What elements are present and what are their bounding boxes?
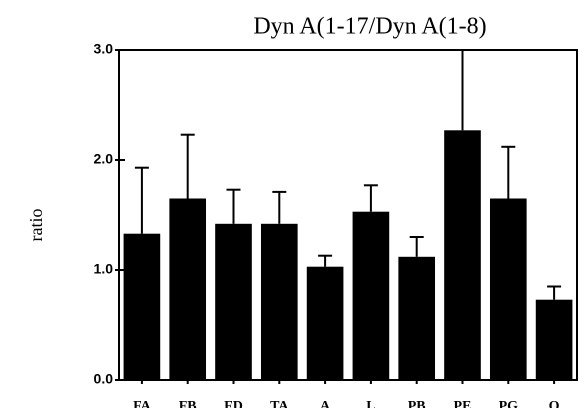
x-tick-label: FD [224, 399, 243, 408]
y-tick-label: 1.0 [94, 261, 114, 277]
y-tick-label: 2.0 [94, 151, 114, 167]
error-bar [226, 188, 241, 224]
bar [123, 233, 161, 380]
error-bar [409, 236, 424, 257]
x-tick-label: FB [179, 399, 197, 408]
error-bar [501, 145, 516, 199]
bar [169, 198, 207, 380]
y-tick-label: 3.0 [94, 41, 114, 57]
error-bar [363, 184, 378, 212]
error-bar [134, 166, 149, 234]
error-bar [272, 190, 287, 224]
x-tick-label: L [366, 399, 375, 408]
x-tick-label: FA [133, 399, 152, 408]
y-axis-label: ratio [26, 209, 46, 242]
bar [352, 211, 390, 380]
x-tick-label: A [320, 399, 331, 408]
bar [398, 256, 436, 380]
x-tick-label: PB [408, 399, 426, 408]
bar [215, 223, 252, 380]
bar [306, 266, 344, 380]
x-tick-label: PG [499, 399, 519, 408]
y-tick-label: 0.0 [94, 371, 114, 387]
x-tick-label: TA [270, 399, 289, 408]
bar [535, 299, 573, 380]
chart-title: Dyn A(1-17/Dyn A(1-8) [253, 14, 486, 40]
error-bar [318, 254, 333, 267]
error-bar [455, 49, 470, 131]
error-bar [180, 133, 195, 199]
plot-frame [118, 49, 578, 381]
bar [260, 223, 298, 380]
bar [444, 130, 481, 380]
bar [489, 198, 527, 380]
x-tick-label: PE [454, 399, 472, 408]
x-tick-label: O [549, 399, 560, 408]
error-bar [547, 285, 562, 300]
